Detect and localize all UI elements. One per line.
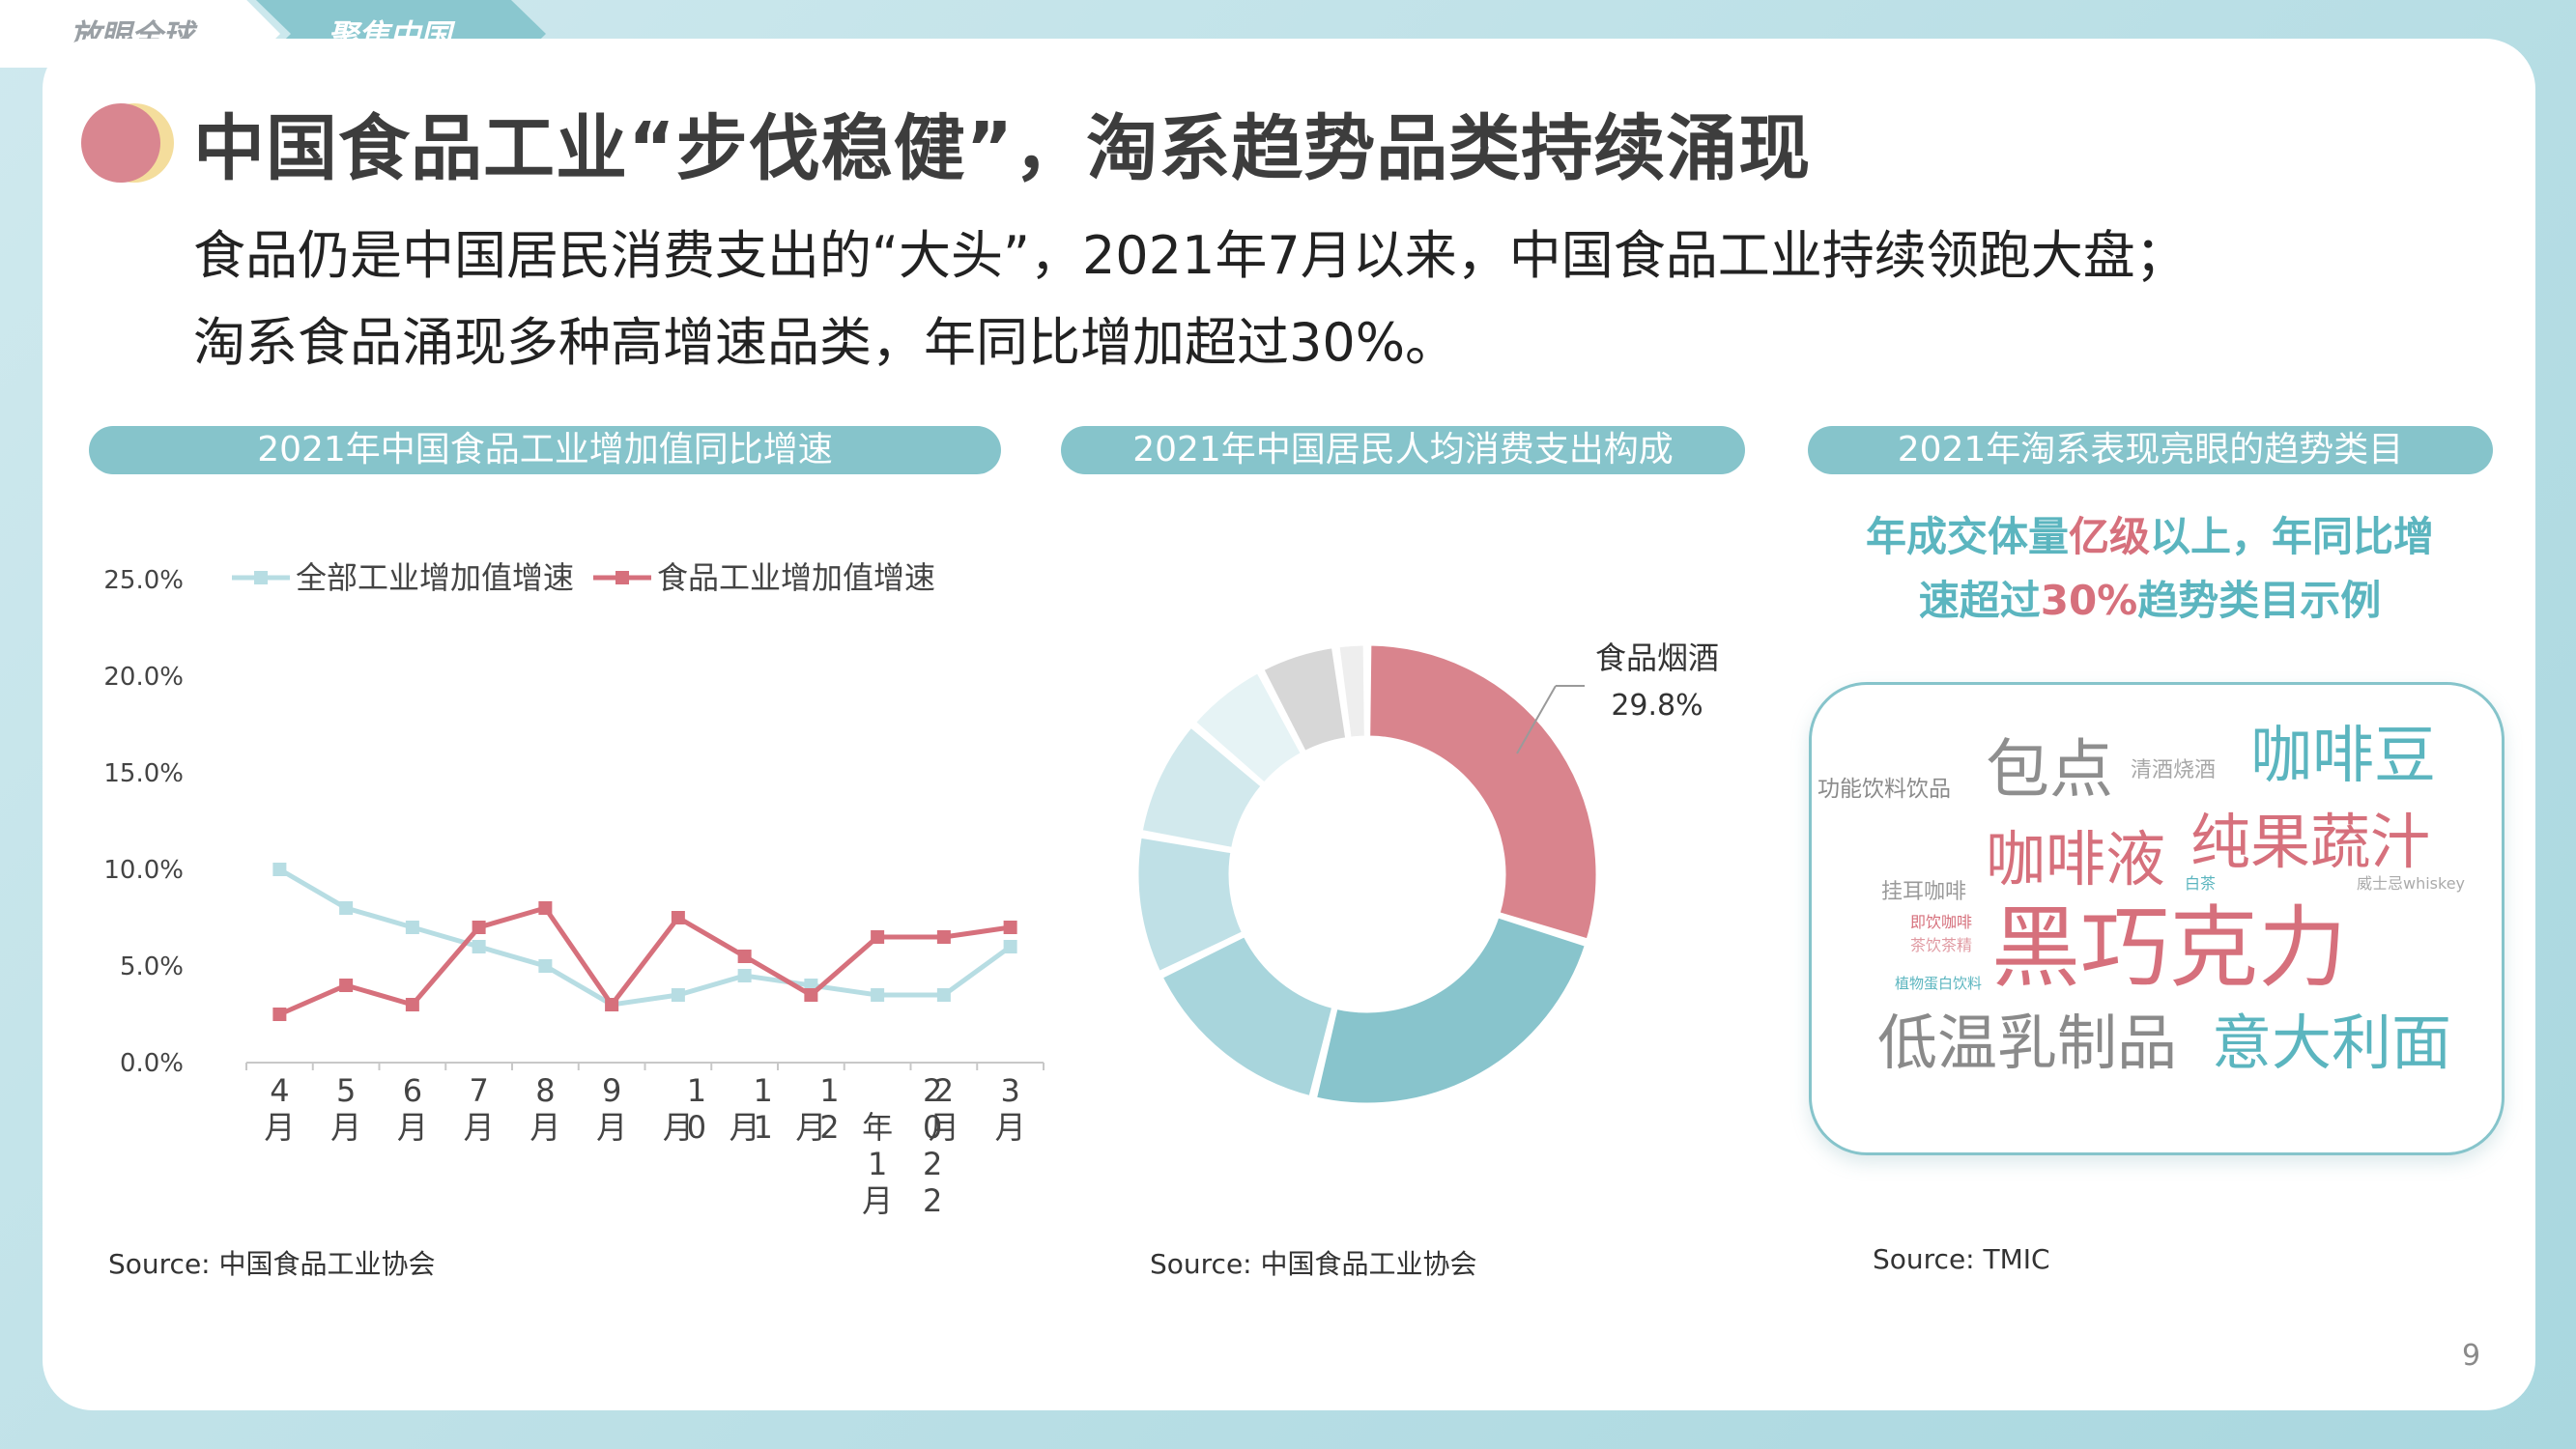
- word-functional-drinks: 功能饮料饮品: [1818, 777, 1951, 802]
- growth-line-chart: 25.0% 20.0% 15.0% 10.0% 5.0% 0.0% 4 月 5 月 6 月 7 月 8 月 9 月…: [103, 559, 1045, 1219]
- donut-slice-2: [1159, 933, 1335, 1099]
- source-growth: Source: 中国食品工业协会: [108, 1248, 436, 1280]
- source-trends: Source: TMIC: [1873, 1243, 2050, 1275]
- title-bullet-icon: [81, 99, 174, 186]
- donut-slice-5: [1192, 669, 1304, 786]
- callout-label: 食品烟酒: [1595, 639, 1719, 676]
- trend-heading-line-1: 年成交体量亿级以上，年同比增: [1865, 513, 2435, 560]
- word-juice: 纯果蔬汁: [2190, 807, 2431, 877]
- x-tick-label: 2022 年 1 月: [804, 1072, 951, 1219]
- y-tick-label: 10.0%: [103, 856, 184, 885]
- series-point-1: [272, 1008, 287, 1021]
- donut-slice-4: [1139, 724, 1265, 851]
- series-line-0: [278, 867, 1013, 1008]
- subtitle-line-2: 淘系食品涌现多种高增速品类，年同比增加超过30%。: [193, 312, 1458, 373]
- series-line-1: [278, 905, 1011, 1017]
- word-plant-protein: 植物蛋白饮料: [1895, 975, 1983, 992]
- series-point-0: [871, 988, 885, 1002]
- series-point-1: [405, 998, 419, 1011]
- series-point-0: [405, 921, 419, 934]
- word-coffee-liquid: 咖啡液: [1986, 824, 2166, 895]
- x-tick-label: 10 月: [642, 1072, 715, 1146]
- trend-heading-line-2: 速超过30%趋势类目示例: [1918, 577, 2382, 624]
- series-point-0: [272, 863, 287, 876]
- series-point-1: [1003, 921, 1017, 934]
- panel-header-trends: 2021年淘系表现亮眼的趋势类目: [1808, 426, 2493, 474]
- series-point-1: [804, 988, 818, 1002]
- word-coffee-beans: 咖啡豆: [2250, 721, 2436, 792]
- legend-swatch-marker: [615, 571, 629, 584]
- word-white-tea: 白茶: [2185, 874, 2217, 893]
- y-tick-label: 15.0%: [103, 759, 184, 788]
- word-tea-extract: 茶饮茶精: [1910, 936, 1973, 954]
- series-point-0: [472, 940, 486, 953]
- source-consumption: Source: 中国食品工业协会: [1150, 1248, 1477, 1280]
- series-point-1: [737, 950, 752, 963]
- page-title: 中国食品工业“步伐稳健”，淘系趋势品类持续涌现: [193, 107, 1812, 190]
- consumption-donut-chart: 食品烟酒 29.8%: [1135, 639, 1719, 1106]
- panel-header-consumption: 2021年中国居民人均消费支出构成: [1061, 426, 1745, 474]
- series-point-0: [737, 969, 752, 982]
- word-chilled-dairy: 低温乳制品: [1877, 1008, 2178, 1078]
- trend-word-cloud: 包点 清酒烧酒 咖啡豆 功能饮料饮品 咖啡液 纯果蔬汁 挂耳咖啡 白茶 威士忌w…: [1809, 682, 2504, 1155]
- legend-label: 食品工业增加值增速: [657, 559, 935, 596]
- series-point-1: [936, 930, 951, 944]
- panel-header-growth: 2021年中国食品工业增加值同比增速: [89, 426, 1001, 474]
- series-point-0: [936, 988, 951, 1002]
- series-point-0: [339, 901, 354, 915]
- donut-slice-3: [1135, 835, 1245, 975]
- page-number: 9: [2462, 1339, 2481, 1373]
- y-tick-label: 25.0%: [103, 566, 184, 595]
- series-point-1: [671, 911, 685, 924]
- x-tick-label: 11 月: [708, 1072, 782, 1146]
- word-pasta: 意大利面: [2212, 1008, 2452, 1078]
- donut-slice-0: [1367, 642, 1599, 942]
- donut-slice-1: [1313, 914, 1589, 1106]
- series-point-0: [538, 959, 553, 973]
- series-point-0: [671, 988, 685, 1002]
- series-point-0: [1003, 940, 1017, 953]
- word-qingjiu: 清酒烧酒: [2131, 758, 2217, 782]
- legend-swatch-marker: [254, 571, 268, 584]
- series-point-1: [339, 979, 354, 992]
- y-tick-label: 5.0%: [120, 952, 184, 981]
- series-point-1: [472, 921, 486, 934]
- callout-value: 29.8%: [1611, 689, 1703, 723]
- word-drip-coffee: 挂耳咖啡: [1881, 880, 1967, 904]
- word-baodian: 包点: [1986, 732, 2113, 807]
- legend-label: 全部工业增加值增速: [296, 559, 574, 596]
- callout-leader-line: [1516, 685, 1557, 754]
- subtitle-line-1: 食品仍是中国居民消费支出的“大头”，2021年7月以来，中国食品工业持续领跑大盘…: [193, 225, 2188, 286]
- series-point-1: [605, 998, 619, 1011]
- series-point-1: [871, 930, 885, 944]
- word-dark-chocolate: 黑巧克力: [1991, 896, 2348, 1000]
- y-tick-label: 0.0%: [120, 1049, 184, 1078]
- series-point-1: [538, 901, 553, 915]
- y-tick-label: 20.0%: [103, 663, 184, 692]
- donut-slice-6: [1260, 644, 1349, 754]
- x-tick-label: 12 月: [774, 1072, 847, 1146]
- donut-slice-7: [1336, 642, 1367, 740]
- word-rtd-coffee: 即饮咖啡: [1910, 913, 1973, 931]
- word-whiskey: 威士忌whiskey: [2357, 874, 2466, 893]
